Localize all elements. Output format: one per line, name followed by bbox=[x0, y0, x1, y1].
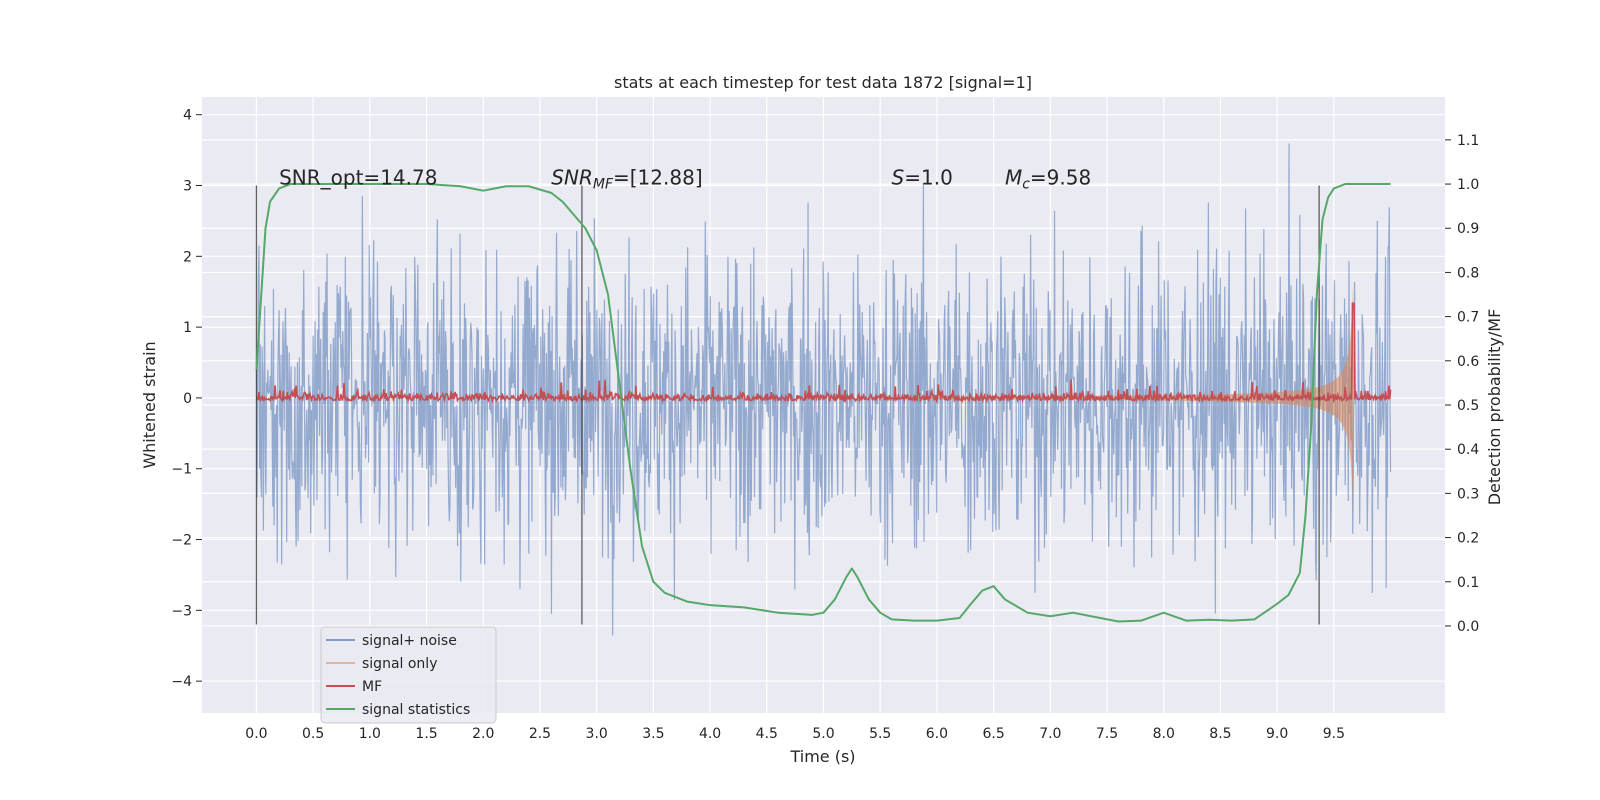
x-tick-label: 5.0 bbox=[812, 726, 834, 742]
y2-tick-label: 0.7 bbox=[1457, 310, 1479, 326]
y2-tick-label: 0.2 bbox=[1457, 531, 1479, 547]
series-signal-statistics bbox=[255, 183, 1391, 623]
x-tick-label: 0.0 bbox=[245, 726, 267, 742]
x-tick-label: 7.5 bbox=[1096, 726, 1118, 742]
x-tick-label: 5.5 bbox=[869, 726, 891, 742]
y2-axis-title: Detection probability/MF bbox=[1485, 309, 1504, 506]
legend-label: MF bbox=[362, 679, 382, 695]
x-tick-label: 1.5 bbox=[415, 726, 437, 742]
y2-tick-label: 0.6 bbox=[1457, 354, 1479, 370]
series-signal-noise bbox=[255, 143, 1392, 636]
annotation: Mc=9.58 bbox=[1005, 166, 1091, 193]
y2-tick-label: 0.1 bbox=[1457, 575, 1479, 591]
annotation: SNRMF=[12.88] bbox=[551, 166, 702, 193]
x-tick-label: 7.0 bbox=[1039, 726, 1061, 742]
y-axis-title: Whitened strain bbox=[140, 341, 159, 468]
stats-series bbox=[255, 183, 1391, 623]
chart-title: stats at each timestep for test data 187… bbox=[614, 73, 1032, 92]
x-tick-label: 0.5 bbox=[302, 726, 324, 742]
x-tick-label: 1.0 bbox=[359, 726, 381, 742]
x-tick-label: 9.5 bbox=[1323, 726, 1345, 742]
y2-tick-label: 1.0 bbox=[1457, 177, 1479, 193]
annotation: SNR_opt=14.78 bbox=[279, 166, 437, 190]
y2-tick-label: 0.5 bbox=[1457, 398, 1479, 414]
y-tick-label: −3 bbox=[171, 603, 192, 619]
x-tick-label: 9.0 bbox=[1266, 726, 1288, 742]
x-axis-title: Time (s) bbox=[789, 747, 855, 766]
legend-label: signal only bbox=[362, 656, 437, 672]
y2-tick-label: 0.9 bbox=[1457, 221, 1479, 237]
x-tick-label: 6.5 bbox=[982, 726, 1004, 742]
series-mf bbox=[256, 302, 1392, 404]
x-tick-label: 4.0 bbox=[699, 726, 721, 742]
noise-series bbox=[255, 143, 1392, 636]
annotation: S=1.0 bbox=[892, 166, 953, 190]
y2-tick-label: 0.8 bbox=[1457, 265, 1479, 281]
x-tick-labels: 0.0 0.5 1.0 1.5 2.0 2.5 3.0 3.5 4.0 4.5 5.0 5.5 6.0 6… bbox=[245, 726, 1345, 742]
x-tick-label: 4.5 bbox=[756, 726, 778, 742]
x-tick-label: 3.5 bbox=[642, 726, 664, 742]
y-tick-label: −1 bbox=[171, 462, 192, 478]
y-tick-label: 0 bbox=[183, 391, 192, 407]
y2-tick-label: 0.4 bbox=[1457, 442, 1479, 458]
x-tick-label: 8.5 bbox=[1209, 726, 1231, 742]
y-tick-label: 4 bbox=[183, 108, 192, 124]
y-tick-label: 1 bbox=[183, 320, 192, 336]
mf-series bbox=[256, 302, 1392, 404]
legend-label: signal statistics bbox=[362, 702, 470, 718]
x-tick-label: 3.0 bbox=[586, 726, 608, 742]
y2-tick-labels: 1.1 1.0 0.9 0.8 0.7 0.6 0.5 0.4 0.3 0.2 0.1 0.0 bbox=[1445, 133, 1479, 635]
annotations: SNR_opt=14.78 SNRMF=[12.88] S=1.0 Mc=9.58 bbox=[279, 166, 1091, 193]
legend: signal+ noise signal only MF signal statist… bbox=[320, 626, 497, 724]
x-tick-label: 2.5 bbox=[529, 726, 551, 742]
x-tick-label: 2.0 bbox=[472, 726, 494, 742]
y-tick-labels: 4 3 2 1 0 −1 −2 −3 −4 bbox=[171, 108, 202, 690]
legend-box bbox=[320, 626, 497, 724]
y2-tick-label: 1.1 bbox=[1457, 133, 1479, 149]
y-tick-label: 2 bbox=[183, 249, 192, 265]
y2-tick-label: 0.0 bbox=[1457, 619, 1479, 635]
x-tick-label: 6.0 bbox=[926, 726, 948, 742]
y-tick-label: −4 bbox=[171, 674, 192, 690]
x-tick-label: 8.0 bbox=[1153, 726, 1175, 742]
y-tick-label: −2 bbox=[171, 533, 192, 549]
legend-label: signal+ noise bbox=[362, 633, 457, 649]
y2-tick-label: 0.3 bbox=[1457, 486, 1479, 502]
y-tick-label: 3 bbox=[183, 179, 192, 195]
